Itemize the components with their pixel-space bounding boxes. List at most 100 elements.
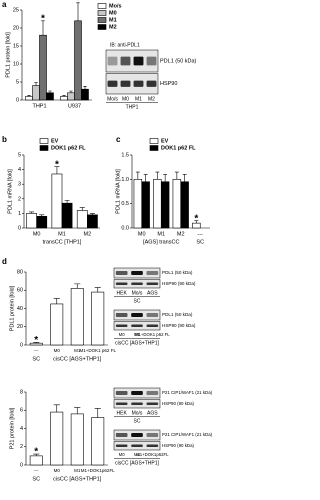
blot-band <box>146 402 159 406</box>
y-tick-label: 6 <box>20 408 23 414</box>
bar <box>61 202 73 229</box>
y-axis-label: P21 protein [fold] <box>9 407 15 449</box>
bar <box>153 179 162 229</box>
error-bar <box>89 213 95 215</box>
blot-group-label: cisCC [AGS+THP1] <box>115 340 159 346</box>
x-tick-label: M0 <box>54 348 61 353</box>
legend-label: M1 <box>109 17 117 23</box>
y-tick-label: 2 <box>20 444 23 450</box>
bar <box>141 181 150 229</box>
x-tick-label: M0 <box>33 231 41 237</box>
bar <box>172 179 182 229</box>
x-tick-label: M2 <box>177 231 185 237</box>
blot-band <box>146 80 157 87</box>
x-group-label: SC <box>32 356 40 362</box>
band-label: P21 CIP1/WAF1 (21 kDa) <box>162 390 213 395</box>
x-group-label: cisCC [AGS+THP1] <box>53 476 102 482</box>
legend-swatch <box>97 17 107 23</box>
y-tick-label: 0 <box>18 225 21 231</box>
error-bar <box>182 174 187 182</box>
y-tick-label: 5 <box>16 79 19 85</box>
lane-label: M1 <box>134 452 141 457</box>
lane-label: AGS <box>147 410 158 416</box>
bar <box>180 181 189 229</box>
error-bar <box>64 199 70 204</box>
y-axis-label: PDL1 mRNA [fold] <box>7 169 13 214</box>
lane-label: M1 <box>134 332 141 337</box>
lane-label: HEK <box>117 290 128 296</box>
band-label: P21 CIP1/WAF1 (21 kDa) <box>162 432 213 437</box>
lane-label: M1 <box>135 96 142 102</box>
legend-swatch <box>39 145 49 151</box>
error-bar <box>34 82 38 86</box>
error-bar <box>33 453 40 456</box>
error-bar <box>54 166 60 174</box>
error-bar <box>79 207 85 211</box>
blot-band <box>131 282 143 286</box>
y-axis-label: PDL1 protein [fold] <box>5 32 11 78</box>
legend-label: M2 <box>109 24 117 30</box>
lane-label: Mo/s <box>107 96 118 102</box>
x-tick-label: --- <box>34 348 39 353</box>
bar <box>25 96 33 101</box>
lane-label: HEK <box>117 410 128 416</box>
blot-band <box>146 433 159 437</box>
blot-band <box>146 391 159 395</box>
x-group-label: cisCC [AGS+THP1] <box>53 356 102 362</box>
x-tick-label: U937 <box>68 103 81 109</box>
x-tick-label: M1 <box>157 231 165 237</box>
band-label: PDL1 (50 kDa) <box>162 312 193 317</box>
bar <box>51 173 63 229</box>
band-label: PDL1 (50 kDa) <box>162 270 193 275</box>
bar <box>70 413 84 466</box>
blot-band <box>115 324 128 328</box>
y-tick-label: 60 <box>17 288 23 294</box>
legend-label: EV <box>51 138 59 144</box>
x-group-label: SC <box>32 476 40 482</box>
blot-band <box>115 313 128 317</box>
x-axis-label: transCC [THP1] <box>43 239 82 245</box>
x-group-label: SC <box>196 239 204 245</box>
y-tick-label: 1.5 <box>121 152 129 158</box>
blot-band <box>131 433 143 437</box>
legend-label: DOK1 p62 FL <box>161 145 196 151</box>
bar <box>26 213 37 229</box>
error-bar <box>94 287 101 293</box>
panel-label: b <box>2 135 7 144</box>
y-axis-label: PDL1 mRNA [fold] <box>115 169 121 214</box>
blot-band <box>107 56 118 66</box>
y-axis-label: PDL1 protein [fold] <box>9 285 15 331</box>
panel-label: d <box>2 257 7 266</box>
error-bar <box>194 220 199 224</box>
legend-swatch <box>149 145 159 151</box>
band-label: HSP90 (90 kDa) <box>162 401 195 406</box>
blot-band <box>131 313 143 317</box>
blot-group-label: THP1 <box>126 104 139 110</box>
y-tick-label: 0 <box>20 342 23 348</box>
blot-band <box>131 324 143 328</box>
annotation: * <box>194 213 198 224</box>
y-tick-label: 3 <box>18 182 21 188</box>
y-tick-label: 1 <box>18 211 21 217</box>
error-bar <box>163 174 168 182</box>
bar <box>36 216 48 229</box>
error-bar <box>74 407 81 414</box>
x-tick-label: M1 <box>58 231 66 237</box>
blot-band <box>115 433 128 437</box>
band-label: HSP90 (90 kDa) <box>162 281 196 286</box>
y-tick-label: 20 <box>13 25 19 31</box>
blot-title: IB: anti-PDL1 <box>110 42 140 48</box>
blot-group-label: SC <box>134 418 141 424</box>
y-tick-label: 10 <box>13 61 19 67</box>
lane-label: M1+DOK1p62FL <box>136 452 169 457</box>
legend-swatch <box>97 10 107 16</box>
bar <box>87 214 98 229</box>
error-bar <box>53 404 60 413</box>
band-label: HSP90 (90 kDa) <box>162 323 196 328</box>
band-label: PDL1 (50 kDa) <box>160 58 197 64</box>
blot-band <box>131 391 143 395</box>
error-bar <box>94 408 101 418</box>
blot-strip <box>105 49 159 73</box>
panel-label: a <box>2 0 7 9</box>
